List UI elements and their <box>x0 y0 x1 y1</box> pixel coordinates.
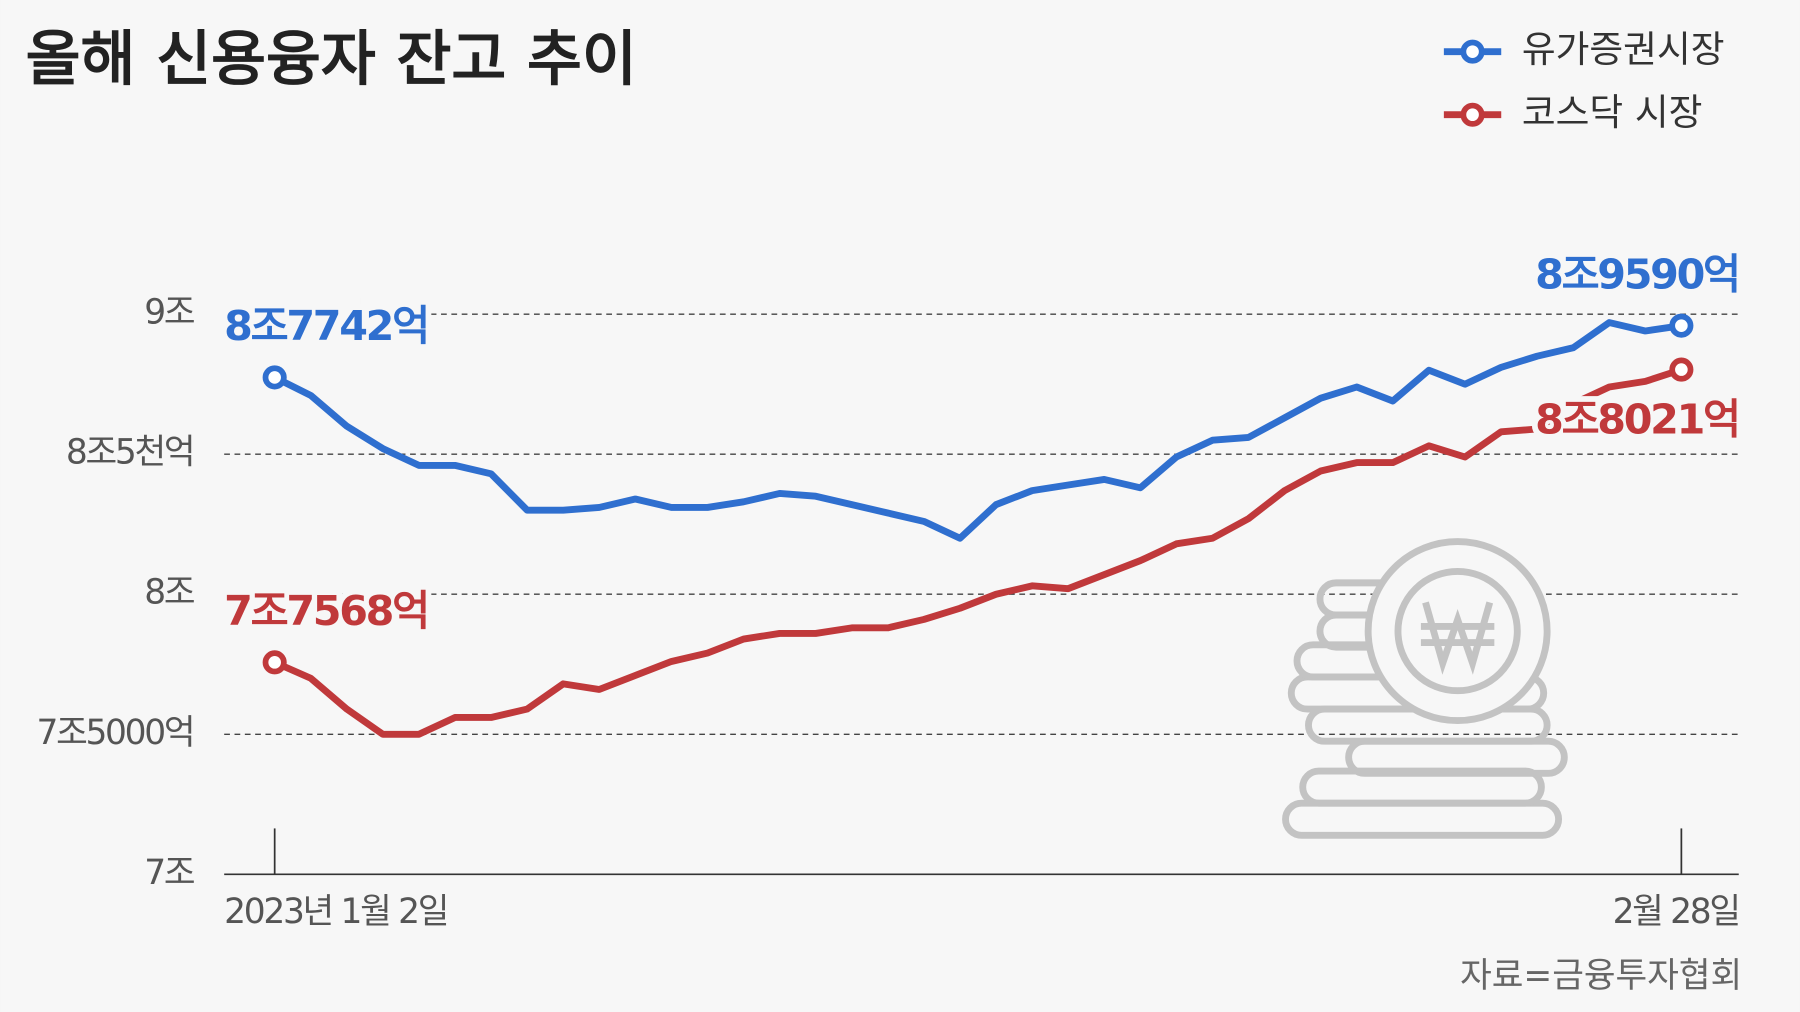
point-marker <box>1669 313 1694 338</box>
legend-marker <box>1460 102 1485 127</box>
point-marker <box>262 650 287 675</box>
data-label: 7조7568억 <box>224 587 428 635</box>
x-tick-label: 2월 28일 <box>1613 892 1739 932</box>
data-label: 8조7742억 <box>224 302 428 350</box>
point-marker <box>262 365 287 390</box>
coin-icon <box>1282 538 1568 839</box>
point-marker <box>1669 357 1694 382</box>
source: 자료=금융투자협회 <box>1460 956 1742 996</box>
legend-label: 유가증권시장 <box>1522 28 1725 71</box>
y-tick-label: 7조 <box>144 853 194 893</box>
x-tick-label: 2023년 1월 2일 <box>224 892 447 932</box>
y-tick-label: 8조5천억 <box>66 433 193 473</box>
series-line <box>273 319 1682 542</box>
data-label: 8조9590억 <box>1535 250 1739 298</box>
y-tick-label: 7조5000억 <box>37 713 194 753</box>
legend-marker <box>1460 39 1485 64</box>
series-line <box>273 366 1683 738</box>
legend-label: 코스닥 시장 <box>1522 91 1703 134</box>
data-label: 8조8021억 <box>1535 395 1739 443</box>
chart-title: 올해 신용융자 잔고 추이 <box>26 26 637 95</box>
y-tick-label: 9조 <box>144 293 194 333</box>
y-tick-label: 8조 <box>144 573 194 613</box>
